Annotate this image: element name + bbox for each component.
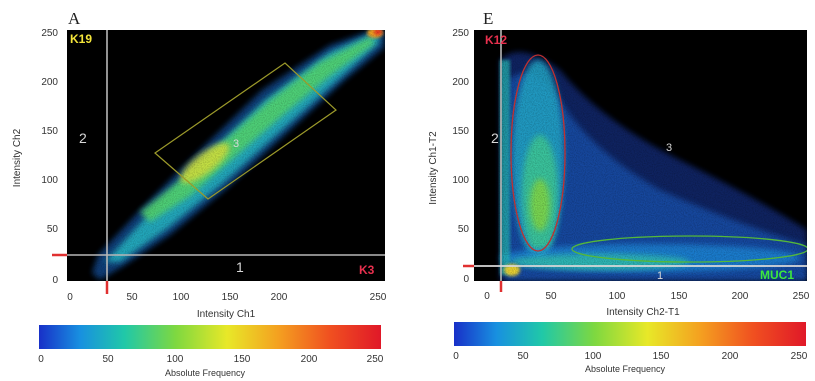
panel-a-cb-tick-250: 250 (367, 354, 384, 365)
panel-e: E K12 MUC1 (428, 9, 810, 374)
panel-e-ytick-0: 0 (463, 274, 469, 285)
panel-e-marker-x-label: MUC1 (760, 268, 794, 282)
panel-a-marker-x-label: K3 (359, 263, 375, 277)
panel-a-region-3-box (154, 62, 337, 200)
panel-e-cb-tick-100: 100 (585, 351, 602, 362)
panel-a-xtick-100: 100 (173, 292, 190, 303)
panel-a-density (67, 30, 385, 281)
panel-a-ytick-100: 100 (41, 175, 58, 186)
panel-a-ytick-250: 250 (41, 28, 58, 39)
panel-e-density (474, 30, 807, 281)
panel-e-cb-tick-200: 200 (722, 351, 739, 362)
panel-e-cb-tick-0: 0 (453, 351, 459, 362)
panel-a-colorbar-label: Absolute Frequency (165, 368, 246, 378)
panel-a-cb-tick-100: 100 (167, 354, 184, 365)
panel-a-xtick-150: 150 (222, 292, 239, 303)
panel-e-ytick-250: 250 (452, 28, 469, 39)
panel-a-region-3: 3 (233, 138, 239, 150)
panel-e-ytick-50: 50 (458, 224, 470, 235)
panel-e-letter: E (483, 9, 493, 28)
panel-a-x-axis-label: Intensity Ch1 (197, 309, 256, 320)
panel-a: A K19 K3 1 2 3 (12, 9, 387, 378)
panel-e-y-ticks: 250 200 150 100 50 0 (452, 28, 469, 285)
panel-a-region-2: 2 (79, 130, 87, 146)
panel-a-x-ticks: 0 50 100 150 200 250 (67, 292, 387, 303)
panel-a-xtick-200: 200 (271, 292, 288, 303)
panel-a-xtick-250: 250 (370, 292, 387, 303)
panel-a-ytick-150: 150 (41, 126, 58, 137)
panel-e-xtick-0: 0 (484, 291, 490, 302)
panel-e-region-2: 2 (491, 130, 499, 146)
panel-e-y-axis-label: Intensity Ch1-T2 (428, 131, 439, 205)
panel-a-cb-tick-50: 50 (102, 354, 114, 365)
panel-a-ytick-50: 50 (47, 224, 59, 235)
panel-a-cb-tick-150: 150 (234, 354, 251, 365)
panel-a-cb-tick-200: 200 (301, 354, 318, 365)
panel-e-colorbar (454, 322, 806, 346)
panel-e-cb-tick-250: 250 (791, 351, 808, 362)
panel-e-region-1-ellipse (571, 235, 807, 263)
panel-a-colorbar-ticks: 0 50 100 150 200 250 (38, 354, 384, 365)
panel-e-xtick-100: 100 (609, 291, 626, 302)
panel-e-region-3: 3 (666, 142, 672, 154)
panel-e-xtick-250: 250 (793, 291, 810, 302)
panel-a-xtick-50: 50 (126, 292, 138, 303)
panel-e-ytick-150: 150 (452, 126, 469, 137)
panel-e-x-axis-label: Intensity Ch2-T1 (606, 307, 680, 318)
panel-a-cb-tick-0: 0 (38, 354, 44, 365)
panel-a-marker-y-label: K19 (70, 32, 92, 46)
panel-a-ytick-200: 200 (41, 77, 58, 88)
panel-e-ytick-100: 100 (452, 175, 469, 186)
panel-a-colorbar (39, 325, 381, 349)
panel-a-ytick-0: 0 (52, 275, 58, 286)
panel-a-y-axis-label: Intensity Ch2 (12, 128, 23, 187)
panel-e-region-1: 1 (657, 270, 663, 282)
panel-a-y-ticks: 250 200 150 100 50 0 (41, 28, 58, 286)
panel-e-colorbar-label: Absolute Frequency (585, 364, 666, 374)
panel-e-cb-tick-50: 50 (517, 351, 529, 362)
panel-e-xtick-200: 200 (732, 291, 749, 302)
panel-e-xtick-150: 150 (671, 291, 688, 302)
panel-a-letter: A (68, 9, 81, 28)
panel-e-ytick-200: 200 (452, 77, 469, 88)
panel-e-region-2-ellipse (510, 54, 566, 252)
panel-e-cb-tick-150: 150 (653, 351, 670, 362)
panel-e-marker-y-label: K12 (485, 33, 507, 47)
panel-a-xtick-0: 0 (67, 292, 73, 303)
panel-a-region-1: 1 (236, 259, 244, 275)
panel-e-xtick-50: 50 (545, 291, 557, 302)
panel-e-x-ticks: 0 50 100 150 200 250 (484, 291, 810, 302)
panel-e-colorbar-ticks: 0 50 100 150 200 250 (453, 351, 808, 362)
